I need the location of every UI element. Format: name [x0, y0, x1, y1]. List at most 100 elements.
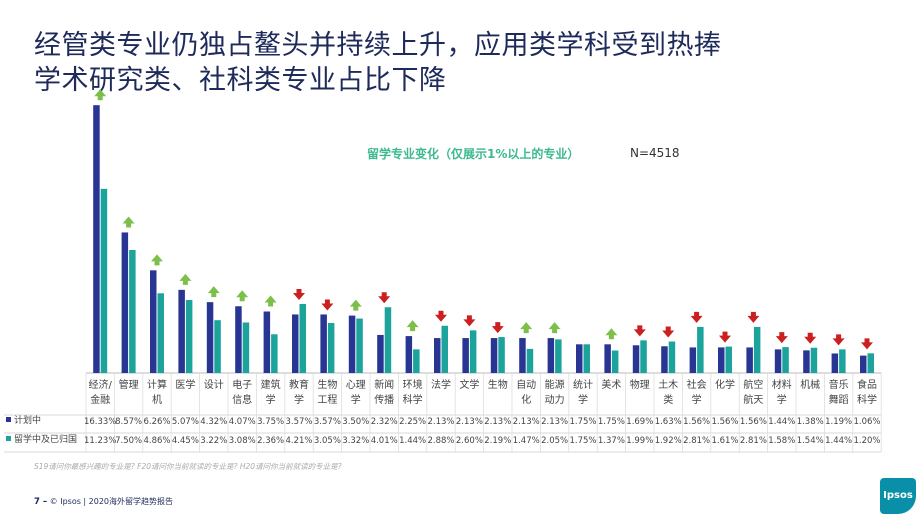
- bar-studying: [725, 346, 732, 373]
- bar-planned: [377, 334, 384, 373]
- data-label-planned: 1.56%: [683, 417, 710, 427]
- data-label-studying: 3.22%: [200, 436, 227, 446]
- data-label-planned: 16.33%: [84, 417, 116, 427]
- data-label-planned: 1.75%: [569, 417, 596, 427]
- trend-down-arrow-icon: [861, 338, 873, 350]
- data-label-studying: 4.01%: [371, 436, 398, 446]
- bar-planned: [689, 347, 697, 373]
- bar-studying: [327, 322, 335, 373]
- legend-label-planned: 计划中: [14, 414, 41, 426]
- bar-planned: [632, 345, 640, 373]
- data-label-studying: 3.32%: [342, 436, 369, 446]
- category-label: 能源: [545, 378, 565, 391]
- category-label: 学: [266, 393, 276, 406]
- trend-down-arrow-icon: [321, 299, 334, 311]
- category-label: 新闻: [374, 378, 394, 391]
- category-label: 统计: [573, 378, 593, 391]
- title-line-2: 学术研究类、社科类专业占比下降: [34, 65, 447, 96]
- category-label: 音乐: [829, 378, 849, 391]
- trend-up-arrow-icon: [151, 254, 163, 266]
- trend-down-arrow-icon: [491, 322, 504, 334]
- category-label: 机械: [800, 378, 820, 391]
- trend-down-arrow-icon: [633, 325, 646, 337]
- bar-planned: [604, 344, 611, 373]
- category-label: 航空: [743, 378, 763, 391]
- data-label-planned: 2.13%: [427, 417, 454, 427]
- category-label: 计算: [147, 378, 167, 391]
- data-label-planned: 1.75%: [598, 417, 625, 427]
- bar-studying: [242, 322, 250, 373]
- data-label-planned: 1.44%: [768, 417, 795, 427]
- bar-planned: [490, 338, 498, 373]
- data-label-studying: 1.92%: [655, 436, 682, 446]
- page-title: 经管类专业仍独占鳌头并持续上升，应用类学科受到热捧 学术研究类、社科类专业占比下…: [34, 28, 894, 98]
- category-label: 科学: [857, 393, 877, 406]
- bar-studying: [384, 307, 392, 373]
- data-label-studying: 2.60%: [456, 436, 483, 446]
- data-label-planned: 2.13%: [456, 417, 483, 427]
- data-label-planned: 3.75%: [257, 417, 284, 427]
- bar-planned: [206, 302, 214, 373]
- trend-up-arrow-icon: [207, 286, 220, 298]
- source-note: S19请问你最感兴趣的专业是? F20请问你当前就读的专业是? H20请问你当前…: [34, 462, 342, 471]
- category-label: 学: [578, 393, 588, 406]
- data-label-studying: 2.05%: [541, 436, 568, 446]
- trend-down-arrow-icon: [662, 326, 675, 338]
- data-label-studying: 1.58%: [768, 436, 795, 446]
- bar-planned: [320, 314, 327, 373]
- category-label: 社会: [687, 378, 707, 391]
- page-number: 7 –: [34, 497, 48, 507]
- category-label: 工程: [317, 394, 337, 406]
- data-label-studying: 1.44%: [825, 436, 852, 446]
- bar-studying: [782, 347, 789, 373]
- bar-studying: [611, 350, 619, 373]
- category-label: 自动: [516, 378, 536, 391]
- trend-up-arrow-icon: [179, 273, 192, 285]
- data-label-studying: 1.75%: [569, 436, 596, 446]
- bar-planned: [292, 314, 299, 373]
- category-label: 土木: [658, 378, 678, 391]
- bar-planned: [93, 105, 100, 374]
- category-label: 管理: [119, 378, 139, 391]
- bar-planned: [803, 350, 810, 373]
- bar-studying: [555, 339, 562, 373]
- category-label: 设计: [204, 378, 224, 391]
- bar-planned: [774, 349, 782, 373]
- data-label-studying: 1.61%: [711, 436, 738, 446]
- bar-studying: [526, 348, 534, 373]
- bar-planned: [178, 289, 185, 373]
- category-label: 学: [777, 393, 787, 406]
- category-label: 化学: [715, 378, 735, 391]
- category-label: 食品: [857, 378, 877, 391]
- category-label: 动力: [545, 393, 565, 406]
- bar-studying: [185, 300, 193, 373]
- bar-planned: [860, 355, 867, 373]
- bar-studying: [668, 341, 676, 373]
- data-label-planned: 3.57%: [285, 417, 312, 427]
- bar-planned: [348, 315, 356, 373]
- data-label-planned: 4.07%: [229, 417, 256, 427]
- data-label-planned: 2.13%: [541, 417, 568, 427]
- bar-studying: [299, 303, 306, 373]
- footer-text: © Ipsos | 2020海外留学趋势报告: [49, 497, 174, 506]
- footer: 7 – © Ipsos | 2020海外留学趋势报告: [34, 496, 173, 507]
- data-label-studying: 2.81%: [683, 436, 710, 446]
- category-label: 信息: [232, 393, 252, 406]
- data-label-planned: 1.63%: [655, 417, 682, 427]
- data-label-planned: 2.13%: [484, 417, 511, 427]
- data-label-planned: 2.13%: [513, 417, 540, 427]
- data-label-planned: 3.57%: [314, 417, 341, 427]
- data-label-studying: 4.45%: [172, 436, 199, 446]
- legend-swatch-planned: [6, 417, 11, 422]
- category-label: 金融: [90, 393, 110, 406]
- bar-studying: [356, 318, 363, 373]
- category-label: 航天: [743, 393, 763, 406]
- bar-planned: [746, 347, 753, 373]
- bar-studying: [810, 347, 818, 373]
- category-label: 环境: [403, 378, 423, 391]
- category-label: 经济/: [89, 378, 113, 391]
- category-label: 类: [663, 393, 673, 406]
- category-label: 科学: [403, 393, 423, 406]
- trend-up-arrow-icon: [548, 322, 561, 334]
